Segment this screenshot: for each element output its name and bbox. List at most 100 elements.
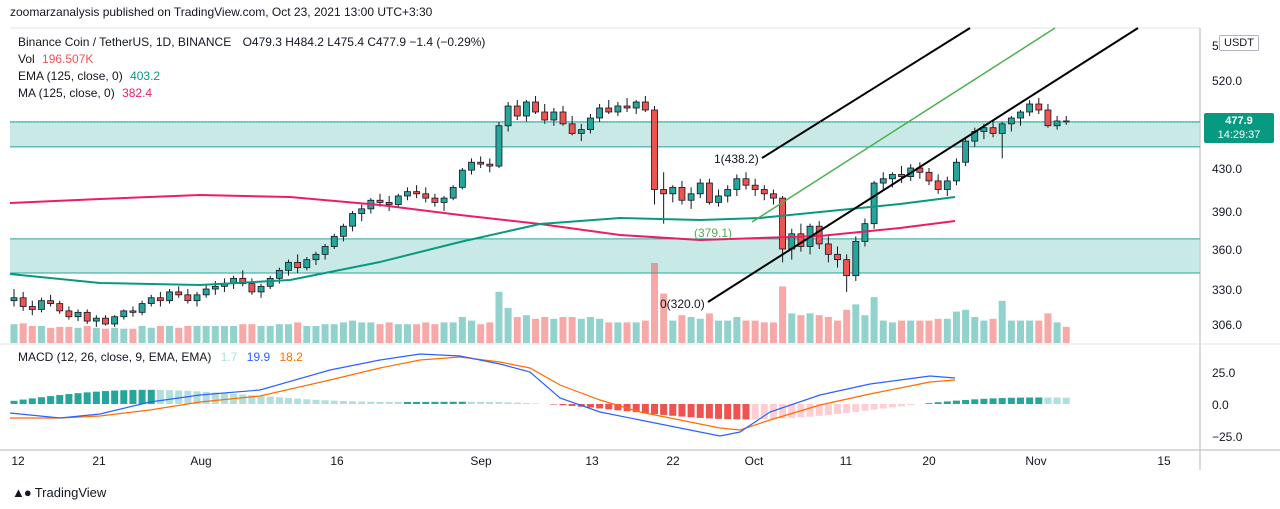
currency-button[interactable]: USDT [1219,35,1259,51]
candle-body [1026,103,1034,113]
macd-hist-bar [596,404,604,409]
candle-body [559,111,567,125]
candle-body [10,297,18,302]
candle-body [596,107,603,119]
macd-hist-bar [888,404,896,408]
macd-hist-bar [440,401,448,404]
volume-bar [495,291,503,343]
macd-hist-bar [769,404,777,419]
chart-legend: Binance Coin / TetherUS, 1D, BINANCE O47… [18,34,485,102]
volume-bar [102,328,109,343]
candle-body [641,101,649,111]
footer-brand[interactable]: ▲● TradingView [12,485,106,500]
candle-body [294,261,302,269]
volume-bar [37,326,45,343]
symbol-name[interactable]: Binance Coin / TetherUS, 1D, BINANCE [18,35,232,49]
candle-body [989,127,997,134]
macd-hist-bar [532,403,540,404]
candle-body [889,174,896,180]
macd-hist-bar [522,403,530,404]
macd-hist-bar [834,404,841,414]
macd-histogram [10,389,1070,420]
volume-bar [257,326,265,343]
volume-bar [522,315,530,343]
volume-bar [596,318,604,343]
candle-body [706,182,713,203]
candle-body [898,174,905,177]
macd-label[interactable]: MACD (12, 26, close, 9, EMA, EMA) [18,350,212,364]
candle-body [523,101,530,117]
volume-bar [779,286,787,343]
candle-body [495,125,503,167]
macd-hist-bar [824,404,832,415]
volume-bar [815,315,823,343]
volume-bar [1035,320,1043,343]
volume-bar [312,326,320,343]
ema-label[interactable]: EMA (125, close, 0) [18,69,123,83]
candle-body [751,184,759,190]
macd-hist-bar [477,401,485,404]
volume-bar [943,318,951,343]
volume-bar [275,324,283,343]
channel-mid [751,27,1056,223]
macd-hist-bar [376,401,384,404]
macd-hist-bar [102,391,109,404]
candle-body [458,169,466,188]
channel-lower [707,27,1139,303]
volume-bar [513,317,521,343]
fib-mid-label: (379.1) [694,226,732,240]
candle-body [541,111,549,121]
volume-bar [797,315,805,343]
volume-bar [504,308,512,343]
macd-hist-bar [632,404,640,413]
volume-bar [834,320,841,343]
volume-bar [952,311,960,343]
time-tick-label: 15 [1157,454,1171,468]
macd-line-value: 19.9 [246,350,271,364]
support-zone-0 [10,121,1200,147]
candle-body [211,285,219,290]
macd-hist-bar [111,390,119,404]
macd-hist-bar [751,404,759,420]
macd-hist-bar [220,393,228,404]
volume-bar [733,317,741,343]
macd-hist-bar [248,395,256,404]
macd-hist-bar [74,393,82,404]
macd-hist-bar [166,390,174,404]
volume-bar [532,318,540,343]
macd-hist-bar [568,404,576,406]
volume-bar [907,320,915,343]
volume-bar [440,322,448,343]
volume-bar [568,317,576,343]
macd-hist-bar [385,401,393,404]
macd-hist-bar [943,401,951,404]
volume-bar [1044,313,1052,343]
candle-body [184,294,192,302]
candle-body [321,246,329,255]
ma-label[interactable]: MA (125, close, 0) [18,86,115,100]
macd-hist-bar [37,397,45,404]
volume-bar [477,324,485,343]
candle-body [980,127,988,132]
macd-hist-bar [56,395,64,404]
time-tick-label: 22 [666,454,680,468]
volume-label[interactable]: Vol [18,52,35,66]
candle-body [568,123,576,134]
candle-body [92,317,100,322]
candle-body [330,235,338,247]
macd-hist-bar [321,400,329,404]
volume-bar [1062,326,1070,343]
volume-bar [303,326,311,343]
candle-body [605,107,613,113]
macd-hist-bar [257,395,265,404]
macd-hist-bar [211,392,219,404]
candle-body [83,311,91,322]
volume-bar [980,320,988,343]
volume-bar [916,320,924,343]
macd-hist-bar [156,389,164,404]
macd-line [9,353,956,437]
volume-bar [330,324,338,343]
volume-value: 196.507K [42,52,94,66]
macd-hist-bar [358,401,366,404]
